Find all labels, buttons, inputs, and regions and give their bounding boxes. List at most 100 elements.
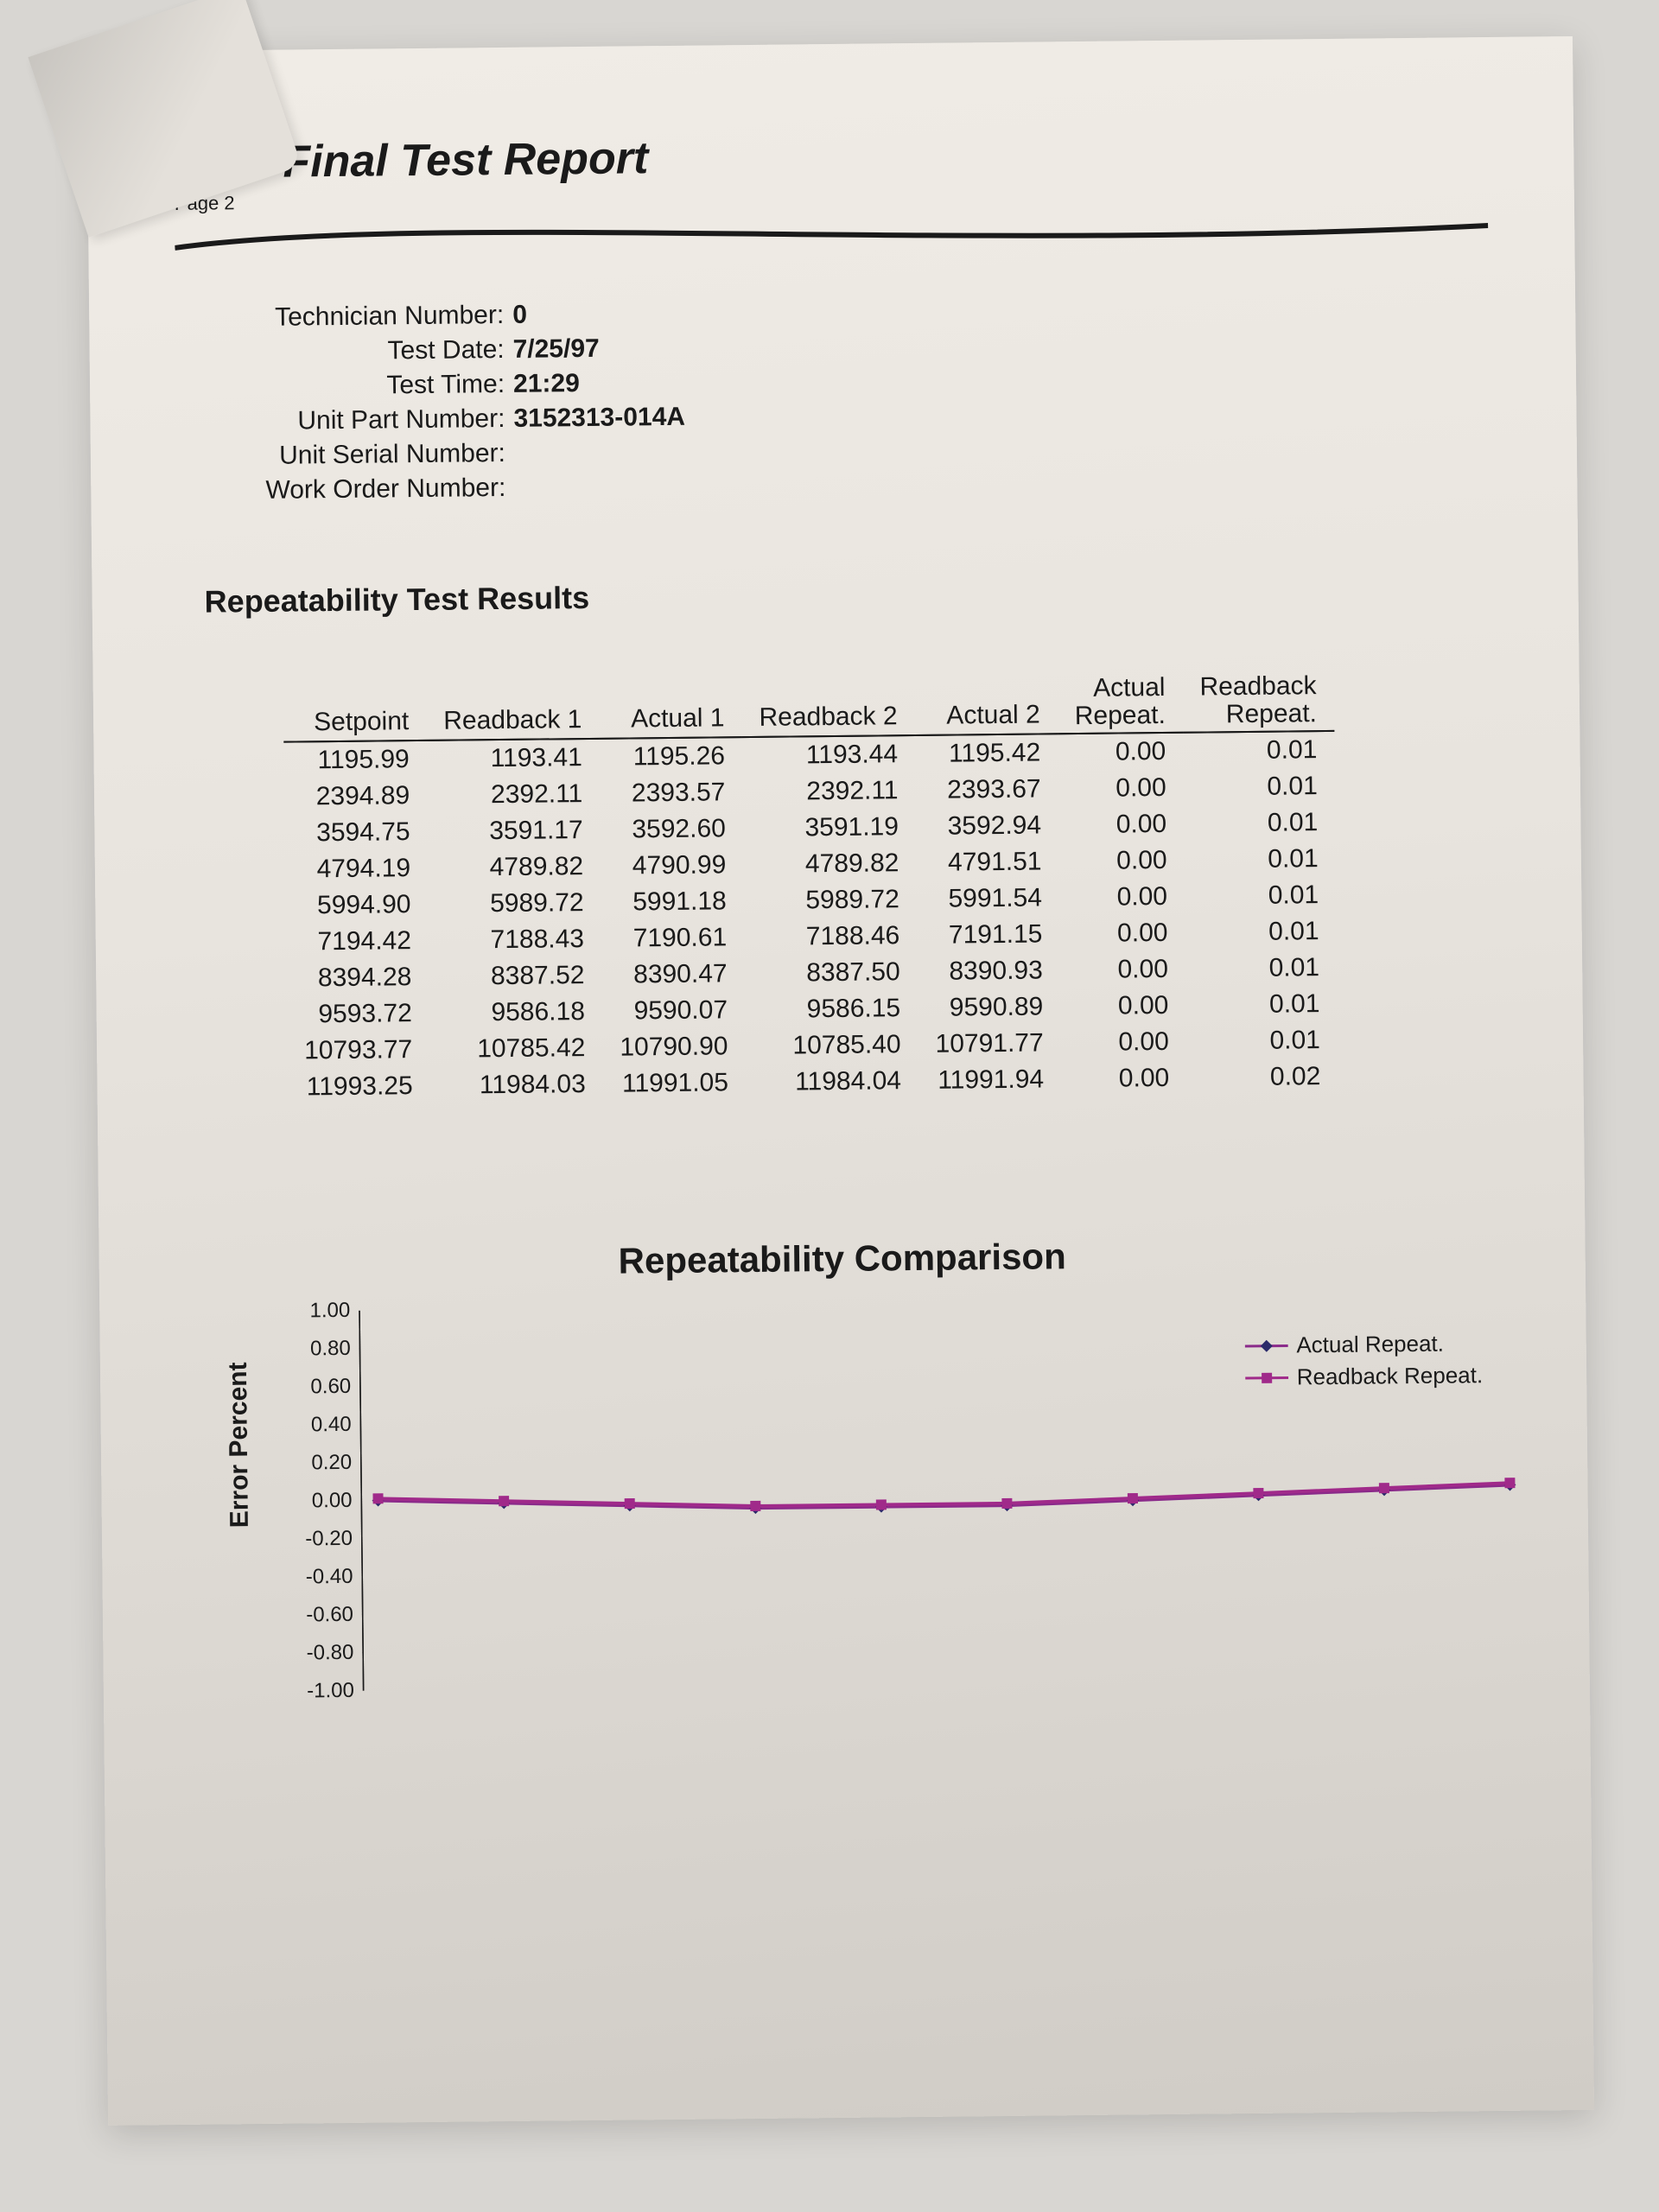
- chart-marker: [372, 1493, 383, 1503]
- table-cell: 3592.94: [916, 807, 1059, 845]
- table-column-header: Setpoint: [283, 678, 427, 742]
- table-cell: 0.01: [1183, 731, 1335, 770]
- table-column-header: ReadbackRepeat.: [1182, 669, 1334, 733]
- chart-marker: [876, 1499, 887, 1510]
- chart-y-tick-label: 0.40: [283, 1413, 352, 1438]
- chart-marker: [1253, 1488, 1263, 1498]
- table-cell: 11993.25: [287, 1068, 430, 1106]
- table-column-header: Actual 2: [914, 671, 1058, 735]
- table-cell: 7188.43: [429, 921, 602, 959]
- table-cell: 0.00: [1060, 1024, 1186, 1062]
- chart-marker: [750, 1501, 760, 1511]
- table-cell: 3591.19: [743, 809, 917, 847]
- table-cell: 0.01: [1185, 950, 1338, 988]
- legend-swatch: [1244, 1338, 1287, 1353]
- meta-label: Technician Number:: [245, 301, 504, 333]
- chart-y-tick-label: 0.80: [282, 1337, 351, 1362]
- table-cell: 0.01: [1183, 768, 1335, 806]
- table-cell: 2392.11: [742, 772, 916, 810]
- table-cell: 0.01: [1185, 986, 1338, 1024]
- table-column-header: ActualRepeat.: [1057, 671, 1183, 734]
- table-cell: 2393.57: [600, 774, 743, 812]
- meta-label: Test Date:: [245, 335, 504, 367]
- table-cell: 1193.44: [742, 735, 916, 774]
- table-cell: 0.00: [1059, 915, 1185, 953]
- meta-label: Unit Serial Number:: [246, 439, 505, 471]
- table-cell: 0.00: [1060, 988, 1186, 1026]
- chart-y-tick-label: -0.40: [283, 1565, 353, 1590]
- table-cell: 0.01: [1186, 1022, 1338, 1060]
- table-cell: 0.01: [1185, 877, 1337, 915]
- table-cell: 4794.19: [285, 850, 429, 888]
- table-cell: 3591.17: [427, 812, 601, 850]
- table-cell: 10790.90: [602, 1028, 746, 1066]
- table-cell: 7191.15: [917, 916, 1060, 954]
- chart-marker: [1379, 1483, 1389, 1493]
- table-header-row: SetpointReadback 1Actual 1Readback 2Actu…: [283, 669, 1334, 742]
- chart-title: Repeatability Comparison: [185, 1231, 1498, 1287]
- table-column-header: Readback 1: [426, 677, 600, 741]
- table-cell: 8387.50: [744, 954, 918, 992]
- chart-marker: [1504, 1478, 1515, 1488]
- table-cell: 1193.41: [427, 739, 601, 778]
- report-title: MDL Final Test Report: [174, 124, 1488, 189]
- table-cell: 8390.93: [917, 952, 1060, 990]
- table-cell: 5989.72: [744, 881, 918, 919]
- chart-marker: [625, 1498, 635, 1509]
- table-cell: 8387.52: [429, 957, 602, 995]
- table-cell: 11984.04: [746, 1063, 919, 1101]
- chart-y-tick-label: -1.00: [285, 1679, 354, 1704]
- table-cell: 2392.11: [427, 776, 601, 814]
- table-cell: 0.01: [1185, 913, 1337, 951]
- meta-value: 7/25/97: [512, 334, 599, 364]
- results-table: SetpointReadback 1Actual 1Readback 2Actu…: [283, 669, 1338, 1106]
- table-cell: 9586.18: [429, 994, 603, 1032]
- table-cell: 4789.82: [743, 845, 917, 883]
- table-cell: 0.00: [1061, 1060, 1187, 1098]
- chart-y-tick-label: 0.00: [283, 1489, 352, 1514]
- table-cell: 9593.72: [286, 995, 429, 1033]
- title-underline-swoosh: [175, 208, 1488, 257]
- table-cell: 10785.42: [429, 1030, 603, 1068]
- table-column-header: Actual 1: [599, 675, 742, 739]
- table-cell: 2393.67: [915, 771, 1058, 809]
- table-cell: 10785.40: [745, 1027, 918, 1065]
- table-cell: 7190.61: [601, 919, 745, 957]
- legend-item: Readback Repeat.: [1245, 1362, 1484, 1391]
- table-cell: 0.00: [1058, 733, 1184, 772]
- table-cell: 5991.18: [601, 883, 744, 921]
- table-cell: 9590.89: [918, 988, 1061, 1027]
- meta-label: Work Order Number:: [246, 474, 505, 505]
- meta-value: 0: [512, 301, 527, 329]
- table-cell: 10793.77: [287, 1032, 430, 1070]
- table-column-header: Readback 2: [741, 673, 915, 737]
- table-cell: 7194.42: [286, 923, 429, 961]
- legend-item: Actual Repeat.: [1244, 1330, 1483, 1359]
- chart-y-tick-label: -0.60: [284, 1603, 353, 1628]
- table-cell: 7188.46: [744, 918, 918, 956]
- chart-marker: [1001, 1498, 1012, 1509]
- meta-row: Work Order Number:: [246, 463, 1491, 505]
- chart-y-tick-label: 0.20: [283, 1451, 352, 1476]
- meta-label: Test Time:: [245, 370, 505, 402]
- meta-value: 3152313-014A: [513, 403, 685, 433]
- table-cell: 3594.75: [284, 814, 428, 852]
- chart-y-tick-label: -0.80: [284, 1641, 353, 1666]
- chart-container: Error Percent 1.000.800.600.400.200.00-0…: [255, 1298, 1555, 1744]
- meta-value: 21:29: [513, 369, 580, 398]
- table-cell: 3592.60: [600, 810, 743, 849]
- table-section-title: Repeatability Test Results: [204, 570, 1491, 620]
- table-cell: 5994.90: [285, 887, 429, 925]
- table-cell: 4790.99: [601, 847, 744, 885]
- legend-label: Actual Repeat.: [1296, 1331, 1444, 1359]
- table-cell: 1195.99: [283, 741, 427, 779]
- legend-label: Readback Repeat.: [1297, 1362, 1484, 1390]
- legend-swatch: [1245, 1370, 1288, 1385]
- table-cell: 0.00: [1058, 770, 1184, 808]
- table-cell: 10791.77: [918, 1025, 1061, 1063]
- table-cell: 11991.05: [603, 1065, 747, 1103]
- table-cell: 11984.03: [429, 1066, 603, 1104]
- table-cell: 8390.47: [601, 956, 745, 994]
- table-body: 1195.991193.411195.261193.441195.420.000…: [283, 731, 1338, 1106]
- table-cell: 0.01: [1184, 804, 1336, 842]
